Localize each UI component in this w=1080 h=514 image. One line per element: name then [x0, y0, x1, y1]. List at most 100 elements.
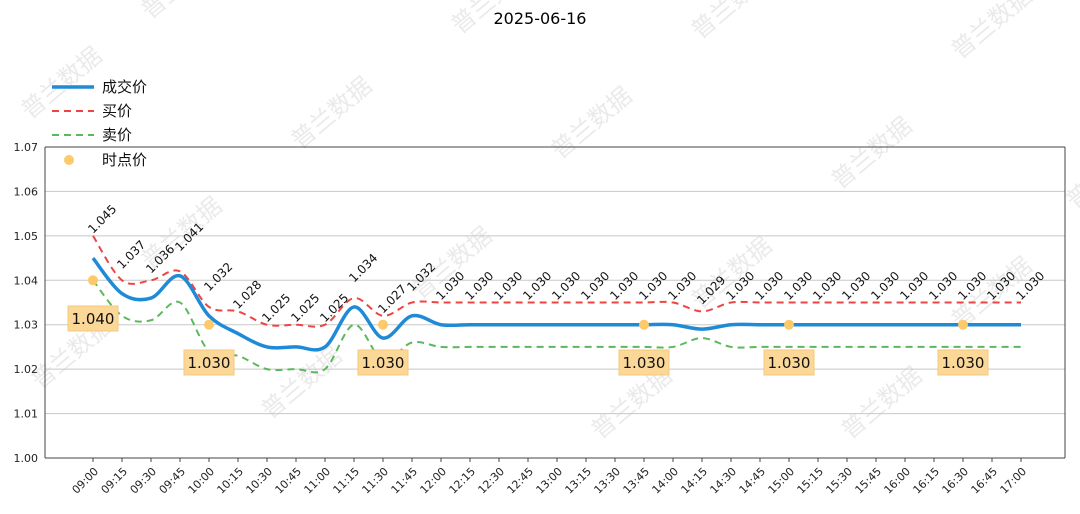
data-label: 1.030	[549, 269, 583, 303]
x-tick-label: 15:15	[795, 465, 827, 497]
chart-title: 2025-06-16	[494, 9, 587, 28]
x-tick-label: 12:45	[505, 465, 537, 497]
point-callout-label: 1.030	[362, 354, 405, 372]
x-tick-label: 10:15	[215, 465, 247, 497]
data-label: 1.030	[839, 269, 873, 303]
series-line-ask	[92, 279, 1022, 374]
watermark-text: 普兰数据	[546, 81, 638, 164]
point-callout-box	[763, 349, 815, 376]
data-label: 1.030	[491, 269, 525, 303]
data-label: 1.030	[636, 269, 670, 303]
y-axis: 1.00 1.01 1.02 1.03 1.04 1.05 1.06 1.07	[14, 141, 39, 465]
legend-label-ask: 卖价	[102, 126, 132, 144]
x-tick-label: 09:00	[70, 465, 102, 497]
data-label: 1.030	[607, 269, 641, 303]
x-tick-label: 12:30	[476, 465, 508, 497]
data-label: 1.030	[868, 269, 902, 303]
x-tick-label: 14:00	[650, 465, 682, 497]
x-tick-label: 16:00	[882, 465, 914, 497]
x-tick-label: 10:30	[244, 465, 276, 497]
watermark-text: 普兰数据	[946, 0, 1038, 65]
point-callout-box	[937, 349, 989, 376]
watermark-text: 普兰数据	[826, 111, 918, 194]
x-tick-label: 16:15	[911, 465, 943, 497]
data-labels: 1.0451.0371.0361.0411.0321.0281.0251.025…	[85, 202, 1047, 325]
watermark-text: 普兰数据	[16, 41, 108, 124]
point-callout-label: 1.030	[768, 354, 811, 372]
data-label: 1.030	[752, 269, 786, 303]
point-callout-box	[357, 349, 409, 376]
x-tick-label: 11:15	[331, 465, 363, 497]
x-tick-label: 10:45	[273, 465, 305, 497]
x-tick-label: 17:00	[998, 465, 1030, 497]
point-callout-box	[183, 349, 235, 376]
data-label: 1.032	[201, 260, 235, 294]
x-tick-label: 15:45	[853, 465, 885, 497]
x-tick-label: 15:30	[824, 465, 856, 497]
data-label: 1.030	[781, 269, 815, 303]
x-tick-label: 14:15	[679, 465, 711, 497]
x-tick-label: 16:30	[940, 465, 972, 497]
x-tick-label: 11:30	[360, 465, 392, 497]
data-label: 1.045	[85, 202, 119, 236]
point-marker	[958, 319, 968, 330]
legend-label-bid: 买价	[102, 102, 132, 120]
watermark-text: 普兰数据	[836, 361, 928, 444]
point-marker	[204, 319, 214, 330]
watermark-text: 普兰数据	[256, 341, 348, 424]
point-callout-box	[618, 349, 670, 376]
point-marker	[784, 319, 794, 330]
x-tick-label: 11:00	[302, 465, 334, 497]
point-callouts: 1.040 1.030 1.030 1.030 1.030 1.030	[67, 275, 989, 376]
series-layer	[91, 235, 1022, 374]
legend-label-point: 时点价	[102, 151, 147, 169]
y-tick-label: 1.01	[14, 408, 39, 421]
point-callout-label: 1.040	[72, 310, 115, 328]
y-tick-label: 1.04	[14, 274, 39, 287]
data-label: 1.030	[926, 269, 960, 303]
x-tick-label: 09:45	[157, 465, 189, 497]
y-tick-label: 1.02	[14, 363, 39, 376]
data-label: 1.025	[317, 291, 351, 325]
data-label: 1.030	[578, 269, 612, 303]
watermark-text: 普兰数据	[136, 0, 228, 25]
data-label: 1.027	[375, 282, 409, 316]
point-marker	[378, 319, 388, 330]
y-tick-label: 1.06	[14, 185, 39, 198]
point-callout-label: 1.030	[942, 354, 985, 372]
x-tick-label: 12:15	[447, 465, 479, 497]
data-label: 1.025	[288, 291, 322, 325]
x-tick-label: 09:15	[99, 465, 131, 497]
legend: 成交价 买价 卖价 时点价	[52, 78, 147, 169]
point-marker	[639, 319, 649, 330]
x-axis: 09:0009:1509:3009:4510:0010:1510:3010:45…	[70, 458, 1030, 497]
point-callout-label: 1.030	[188, 354, 231, 372]
data-label: 1.028	[230, 278, 264, 312]
y-tick-label: 1.05	[14, 230, 39, 243]
x-tick-label: 12:00	[418, 465, 450, 497]
legend-swatch-point	[64, 155, 74, 165]
x-tick-label: 13:45	[621, 465, 653, 497]
y-tick-label: 1.03	[14, 319, 39, 332]
x-tick-label: 10:00	[186, 465, 218, 497]
series-line-trade	[91, 256, 1021, 352]
x-tick-label: 13:30	[592, 465, 624, 497]
point-callout-box	[67, 305, 119, 332]
x-tick-label: 13:15	[563, 465, 595, 497]
point-marker	[88, 275, 98, 286]
watermark-text: 普兰数据	[686, 0, 778, 45]
x-tick-label: 16:45	[969, 465, 1001, 497]
x-tick-label: 14:30	[708, 465, 740, 497]
watermark-text: 普兰数据	[286, 71, 378, 154]
series-line-bid	[92, 235, 1022, 328]
point-callout-label: 1.030	[623, 354, 666, 372]
x-tick-label: 11:45	[389, 465, 421, 497]
data-label: 1.030	[897, 269, 931, 303]
data-label: 1.030	[462, 269, 496, 303]
y-tick-label: 1.00	[14, 452, 39, 465]
x-tick-label: 09:30	[128, 465, 160, 497]
y-tick-label: 1.07	[14, 141, 39, 154]
x-tick-label: 14:45	[737, 465, 769, 497]
